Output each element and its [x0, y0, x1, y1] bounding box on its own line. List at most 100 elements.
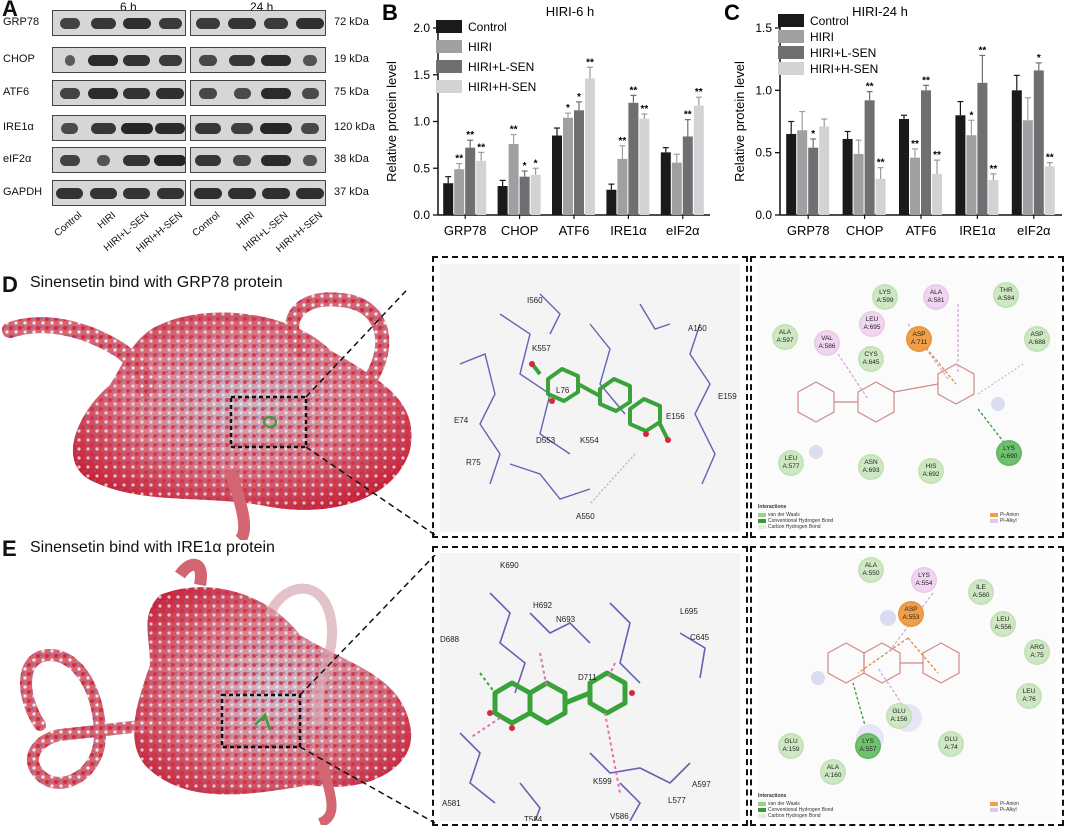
residue-label: E74 [454, 416, 469, 425]
y-tick-label: 0.0 [755, 208, 772, 222]
blot-band [300, 123, 320, 134]
blot-band [90, 123, 116, 134]
interaction-legend-swatch [990, 808, 998, 812]
significance-label: * [577, 92, 581, 103]
blot-kda-label: 72 kDa [334, 16, 369, 28]
interaction-residue-node: VAL A:586 [814, 330, 840, 356]
blot-band [89, 188, 117, 199]
y-tick-label: 0.0 [413, 208, 430, 222]
blot-band [156, 88, 185, 99]
x-tick-label: eIF2α [666, 223, 700, 238]
interaction-legend-label: Pi-Anion [1000, 512, 1019, 518]
blot-band [120, 123, 153, 134]
interaction-residue-node: ALA A:550 [858, 557, 884, 583]
blot-band [227, 188, 257, 199]
bar [988, 180, 999, 215]
bar [693, 105, 704, 215]
bar [552, 135, 562, 215]
significance-label: ** [933, 150, 941, 161]
significance-label: ** [630, 85, 638, 96]
bar [842, 138, 853, 215]
bar [519, 176, 530, 215]
interaction-residue-node: HIS A:692 [918, 458, 944, 484]
blot-band [156, 188, 184, 199]
blot-band [232, 155, 252, 166]
bar [508, 143, 519, 215]
blot-band [64, 55, 75, 66]
interaction-legend-label: van der Waals [768, 801, 800, 807]
interaction-residue-node: GLU A:74 [938, 731, 964, 757]
blot-band [158, 18, 182, 29]
interaction-residue-node: ASN A:693 [858, 454, 884, 480]
residue-label: V586 [610, 812, 629, 821]
chart-b: B HIRI-6 h Relative protein level 0.0 0.5 1.0… [382, 0, 710, 238]
interaction-legend-label: Pi-Alkyl [1000, 518, 1017, 524]
blot-band [196, 18, 220, 29]
blot-band [122, 18, 151, 29]
blot-group-label: HIRI [234, 210, 257, 232]
x-tick-label: CHOP [501, 223, 539, 238]
legend-swatch [436, 20, 462, 33]
bar [808, 147, 819, 215]
blot-strip [190, 115, 326, 141]
ire1a-docking-2d: ALA A:550 LYS A:554 ILE A:560 ASP A:553 LEU … [758, 553, 1056, 821]
bar [955, 115, 966, 215]
blot-band [301, 88, 319, 99]
significance-label: ** [684, 110, 692, 121]
residue-label: L76 [556, 386, 570, 395]
significance-label: ** [866, 82, 874, 93]
blot-band [56, 188, 84, 199]
interaction-residue-node: ILE A:560 [968, 579, 994, 605]
blot-strip [190, 47, 326, 73]
significance-label: ** [466, 130, 474, 141]
significance-label: * [1037, 53, 1041, 64]
residue-label: T584 [524, 815, 543, 821]
bar [585, 78, 595, 216]
blot-strip [190, 180, 326, 206]
interaction-legend-swatch [758, 513, 766, 517]
ire1a-docking-2d-frame [750, 546, 1064, 826]
blot-band [123, 55, 151, 66]
blot-strip [52, 115, 186, 141]
blot-strip [52, 10, 186, 36]
blot-band [195, 123, 221, 134]
significance-label: ** [1046, 153, 1054, 164]
blot-strip [52, 47, 186, 73]
interaction-legend-swatch [758, 814, 766, 818]
y-tick-label: 1.5 [755, 21, 772, 35]
legend-swatch [436, 80, 462, 93]
blot-kda-label: 19 kDa [334, 53, 369, 65]
bar [639, 118, 650, 215]
blot-band [260, 55, 292, 66]
blot-band [229, 55, 255, 66]
interaction-legend-label: Pi-Alkyl [1000, 807, 1017, 813]
ire1a-docking-3d: K690 H692 D688 N693 L695 D711 C645 K599 A597 L577… [440, 553, 740, 821]
blot-band [123, 155, 151, 166]
significance-label: ** [477, 142, 485, 153]
chart-title: HIRI-24 h [852, 4, 908, 19]
interaction-residue-node: GLU A:159 [778, 733, 804, 759]
panel-letter-d: D [2, 272, 18, 297]
interaction-residue-node: LEU A:695 [859, 311, 885, 337]
blot-band [260, 155, 292, 166]
interaction-legend-label: Conventional Hydrogen Bond [768, 807, 834, 813]
blot-protein-label: CHOP [3, 53, 35, 65]
interaction-residue-node: ASP A:711 [906, 326, 932, 352]
y-axis-label: Relative protein level [384, 61, 399, 182]
significance-label: ** [911, 139, 919, 150]
residue-label: K599 [593, 777, 612, 786]
interaction-residue-node: CYS A:645 [858, 346, 884, 372]
legend-swatch [436, 60, 462, 73]
blot-band [295, 18, 325, 29]
interaction-residue-node: LYS A:690 [996, 440, 1022, 466]
residue-label: A597 [692, 780, 711, 789]
blot-band [233, 88, 251, 99]
blot-band [158, 55, 182, 66]
blot-band [61, 123, 79, 134]
bar [1011, 90, 1022, 215]
interaction-residue-node: ASP A:553 [898, 601, 924, 627]
bar [819, 126, 830, 215]
bar [910, 157, 920, 215]
x-tick-label: eIF2α [1017, 223, 1051, 238]
interaction-residue-node: LYS A:599 [872, 284, 898, 310]
